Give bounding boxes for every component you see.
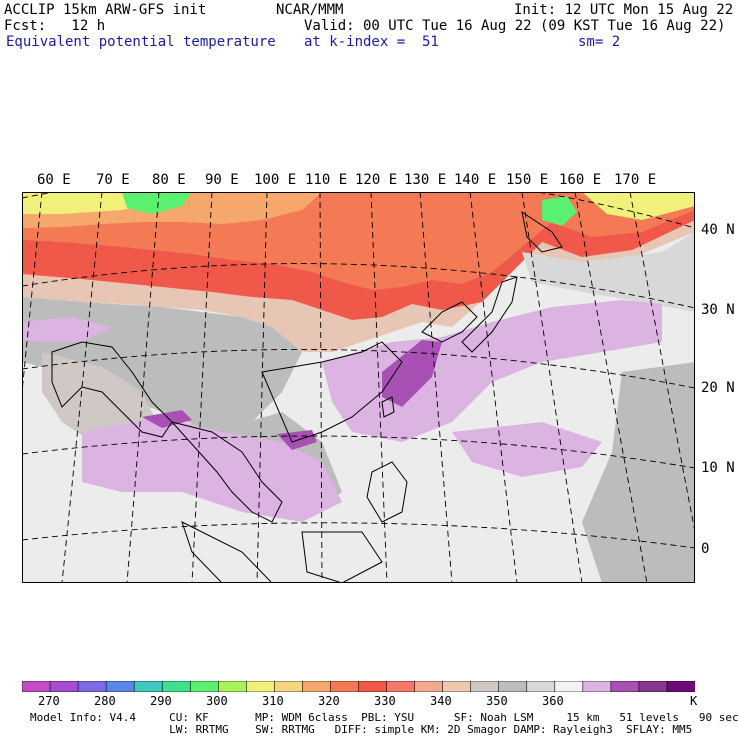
lon-label: 100 E bbox=[254, 172, 296, 188]
lon-label: 130 E bbox=[404, 172, 446, 188]
colorbar-swatch bbox=[415, 681, 444, 692]
header-field-name: Equivalent potential temperature bbox=[6, 34, 276, 50]
lat-label: 40 N bbox=[701, 222, 735, 238]
colorbar-swatch bbox=[134, 681, 163, 692]
colorbar-tick-label: 320 bbox=[318, 694, 340, 708]
colorbar-swatch bbox=[611, 681, 640, 692]
colorbar-tick-label: 340 bbox=[430, 694, 452, 708]
header-org: NCAR/MMM bbox=[276, 2, 343, 18]
colorbar-swatch bbox=[359, 681, 388, 692]
colorbar-swatch bbox=[639, 681, 668, 692]
lon-label: 70 E bbox=[96, 172, 130, 188]
colorbar-swatch bbox=[162, 681, 191, 692]
lat-label: 10 N bbox=[701, 460, 735, 476]
colorbar-swatch bbox=[471, 681, 500, 692]
header-forecast-hour: Fcst: 12 h bbox=[4, 18, 105, 34]
colorbar-swatch bbox=[555, 681, 584, 692]
colorbar-swatch bbox=[246, 681, 275, 692]
colorbar-swatch bbox=[583, 681, 612, 692]
colorbar-swatch bbox=[302, 681, 331, 692]
colorbar-tick-label: 290 bbox=[150, 694, 172, 708]
theta-e-map bbox=[22, 192, 695, 583]
colorbar-tick-label: 310 bbox=[262, 694, 284, 708]
lat-label: 20 N bbox=[701, 380, 735, 396]
colorbar-tick-label: 300 bbox=[206, 694, 228, 708]
lon-label: 90 E bbox=[205, 172, 239, 188]
colorbar-tick-label: 350 bbox=[486, 694, 508, 708]
header-init-time: Init: 12 UTC Mon 15 Aug 22 bbox=[514, 2, 733, 18]
colorbar-swatch bbox=[274, 681, 303, 692]
colorbar-swatch bbox=[106, 681, 135, 692]
colorbar-swatch bbox=[78, 681, 107, 692]
lon-label: 60 E bbox=[37, 172, 71, 188]
lon-label: 150 E bbox=[506, 172, 548, 188]
header-model-title: ACCLIP 15km ARW-GFS init bbox=[4, 2, 206, 18]
lon-label: 80 E bbox=[152, 172, 186, 188]
lat-label: 30 N bbox=[701, 302, 735, 318]
lon-label: 120 E bbox=[355, 172, 397, 188]
colorbar-swatch bbox=[50, 681, 79, 692]
colorbar-unit: K bbox=[690, 694, 697, 708]
header-k-index: at k-index = 51 bbox=[304, 34, 439, 50]
lat-label: 0 bbox=[701, 541, 709, 557]
colorbar-swatch bbox=[667, 681, 695, 692]
colorbar-swatch bbox=[330, 681, 359, 692]
colorbar-tick-label: 280 bbox=[94, 694, 116, 708]
colorbar-swatch bbox=[443, 681, 472, 692]
header-smoothing: sm= 2 bbox=[578, 34, 620, 50]
colorbar-swatch bbox=[499, 681, 528, 692]
colorbar-swatch bbox=[527, 681, 556, 692]
colorbar-tick-label: 360 bbox=[542, 694, 564, 708]
colorbar-swatch bbox=[22, 681, 51, 692]
footer-physics-info: LW: RRTMG SW: RRTMG DIFF: simple KM: 2D … bbox=[30, 724, 692, 736]
colorbar-tick-label: 270 bbox=[38, 694, 60, 708]
colorbar-tick-label: 330 bbox=[374, 694, 396, 708]
colorbar bbox=[22, 681, 695, 692]
lon-label: 170 E bbox=[614, 172, 656, 188]
colorbar-swatch bbox=[387, 681, 416, 692]
lon-label: 110 E bbox=[305, 172, 347, 188]
lon-label: 160 E bbox=[559, 172, 601, 188]
lon-label: 140 E bbox=[454, 172, 496, 188]
colorbar-swatch bbox=[190, 681, 219, 692]
colorbar-swatch bbox=[218, 681, 247, 692]
header-valid-time: Valid: 00 UTC Tue 16 Aug 22 (09 KST Tue … bbox=[304, 18, 725, 34]
